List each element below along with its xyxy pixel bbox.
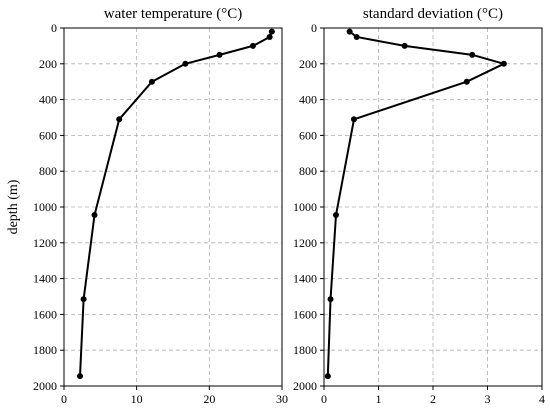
data-point	[266, 33, 273, 40]
data-point	[469, 51, 476, 58]
x-tick-label: 2	[430, 392, 436, 406]
panel-water-temperature: 0 200 400 600 800 1000 1200 1400 1600 1800 2000 0 10…	[6, 6, 288, 406]
x-tick-label: 30	[276, 392, 288, 406]
x-tick-label: 1	[376, 392, 382, 406]
data-point	[80, 296, 87, 303]
data-point	[216, 51, 223, 58]
x-tick-label: 20	[203, 392, 215, 406]
data-point	[401, 42, 408, 49]
data-point	[463, 78, 470, 85]
data-point	[332, 212, 339, 219]
data-point	[249, 42, 256, 49]
y-tick-label: 2000	[33, 379, 57, 393]
data-point	[148, 78, 155, 85]
data-point	[268, 28, 275, 35]
data-point	[76, 373, 83, 380]
data-point	[327, 296, 334, 303]
y-tick-label: 200	[39, 57, 57, 71]
data-point	[182, 60, 189, 67]
panel-standard-deviation: 0 200 400 600 800 1000 1200 1400 1600 1800 2000 0 1 2…	[293, 6, 545, 406]
y-tick-label: 400	[299, 93, 317, 107]
y-axis-title: depth (m)	[6, 179, 21, 234]
x-tick-label: 3	[485, 392, 491, 406]
y-tick-label: 1600	[33, 307, 57, 321]
y-tick-label: 1800	[293, 343, 317, 357]
y-tick-label: 1400	[293, 272, 317, 286]
y-tick-label: 400	[39, 93, 57, 107]
y-tick-label: 0	[311, 21, 317, 35]
y-tick-label: 600	[39, 128, 57, 142]
series-line	[326, 30, 505, 377]
x-tick-label: 0	[321, 392, 327, 406]
y-tick-label: 1800	[33, 343, 57, 357]
y-tick-label: 1400	[33, 272, 57, 286]
plot-title: standard deviation (°C)	[363, 6, 503, 22]
y-tick-label: 0	[51, 21, 57, 35]
grid	[323, 27, 543, 387]
data-point	[91, 212, 98, 219]
data-point	[500, 60, 507, 67]
y-tick-label: 1600	[293, 307, 317, 321]
data-point	[353, 33, 360, 40]
y-tick-label: 600	[299, 128, 317, 142]
y-tick-label: 800	[299, 164, 317, 178]
data-point	[346, 28, 353, 35]
x-tick-label: 0	[61, 392, 67, 406]
y-tick-label: 800	[39, 164, 57, 178]
x-tick-label: 10	[131, 392, 143, 406]
y-tick-label: 200	[299, 57, 317, 71]
y-tick-label: 1000	[33, 200, 57, 214]
y-tick-label: 1200	[293, 236, 317, 250]
y-tick-label: 1200	[33, 236, 57, 250]
x-tick-label: 4	[539, 392, 545, 406]
plot-title: water temperature (°C)	[104, 6, 242, 22]
data-point	[116, 116, 123, 123]
data-point	[324, 373, 331, 380]
y-tick-label: 2000	[293, 379, 317, 393]
series-line	[78, 31, 273, 377]
y-tick-label: 1000	[293, 200, 317, 214]
data-point	[350, 116, 357, 123]
